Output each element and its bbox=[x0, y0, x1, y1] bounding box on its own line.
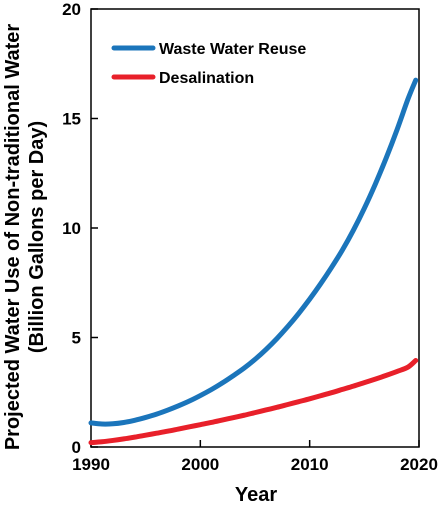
series-line-desalination bbox=[88, 358, 419, 446]
legend-label-desalination: Desalination bbox=[159, 70, 254, 87]
plot-area: 1990 2000 2010 2020 0 5 10 15 20 bbox=[62, 0, 438, 474]
x-tick-label-1990: 1990 bbox=[72, 455, 110, 474]
series-line-waste-water-reuse bbox=[88, 77, 419, 427]
legend-label-waste-water-reuse: Waste Water Reuse bbox=[159, 41, 306, 58]
x-tick-label-2000: 2000 bbox=[181, 455, 219, 474]
y-axis-title-line-2: (Billion Gallons per Day) bbox=[26, 121, 48, 353]
y-tick-label-20: 20 bbox=[62, 0, 81, 19]
y-axis-title-line-1: Projected Water Use of Non-traditional W… bbox=[2, 24, 24, 451]
x-axis-title: Year bbox=[235, 484, 277, 506]
y-tick-label-5: 5 bbox=[72, 329, 81, 348]
x-tick-label-2010: 2010 bbox=[291, 455, 329, 474]
y-axis-title: Projected Water Use of Non-traditional W… bbox=[2, 24, 48, 451]
y-tick-label-10: 10 bbox=[62, 219, 81, 238]
y-tick-label-0: 0 bbox=[72, 438, 81, 457]
legend: Waste Water Reuse Desalination bbox=[111, 41, 306, 87]
x-tick-label-2020: 2020 bbox=[400, 455, 438, 474]
y-tick-label-15: 15 bbox=[62, 110, 81, 129]
